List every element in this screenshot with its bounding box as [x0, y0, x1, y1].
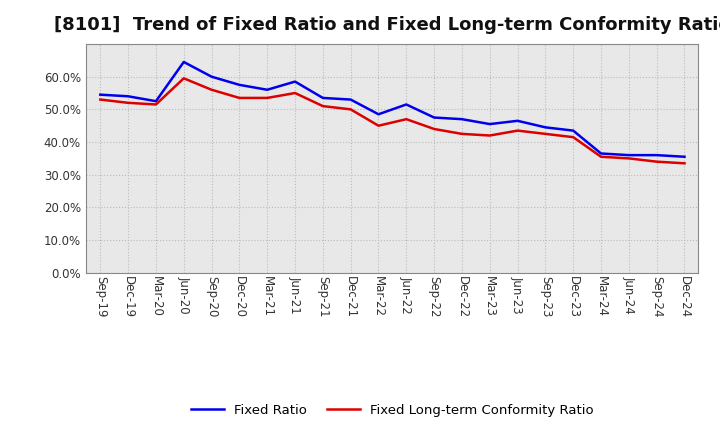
Fixed Ratio: [124, 94, 132, 99]
Fixed Ratio: [569, 128, 577, 133]
Fixed Long-term Conformity Ratio: [485, 133, 494, 138]
Fixed Ratio: [458, 117, 467, 122]
Fixed Ratio: [318, 95, 327, 101]
Fixed Long-term Conformity Ratio: [458, 131, 467, 136]
Fixed Long-term Conformity Ratio: [291, 90, 300, 95]
Legend: Fixed Ratio, Fixed Long-term Conformity Ratio: Fixed Ratio, Fixed Long-term Conformity …: [186, 398, 599, 422]
Fixed Long-term Conformity Ratio: [124, 100, 132, 106]
Fixed Long-term Conformity Ratio: [597, 154, 606, 159]
Fixed Long-term Conformity Ratio: [152, 102, 161, 107]
Fixed Long-term Conformity Ratio: [346, 107, 355, 112]
Line: Fixed Long-term Conformity Ratio: Fixed Long-term Conformity Ratio: [100, 78, 685, 163]
Fixed Long-term Conformity Ratio: [96, 97, 104, 102]
Fixed Long-term Conformity Ratio: [235, 95, 243, 101]
Title: [8101]  Trend of Fixed Ratio and Fixed Long-term Conformity Ratio: [8101] Trend of Fixed Ratio and Fixed Lo…: [54, 16, 720, 34]
Fixed Long-term Conformity Ratio: [541, 131, 550, 136]
Fixed Ratio: [291, 79, 300, 84]
Fixed Ratio: [152, 99, 161, 104]
Fixed Long-term Conformity Ratio: [263, 95, 271, 101]
Fixed Ratio: [541, 125, 550, 130]
Fixed Long-term Conformity Ratio: [402, 117, 410, 122]
Fixed Ratio: [179, 59, 188, 65]
Fixed Long-term Conformity Ratio: [624, 156, 633, 161]
Fixed Ratio: [485, 121, 494, 127]
Fixed Ratio: [235, 82, 243, 88]
Fixed Ratio: [346, 97, 355, 102]
Fixed Ratio: [374, 112, 383, 117]
Fixed Ratio: [430, 115, 438, 120]
Fixed Ratio: [207, 74, 216, 79]
Fixed Ratio: [680, 154, 689, 159]
Fixed Long-term Conformity Ratio: [318, 103, 327, 109]
Fixed Long-term Conformity Ratio: [680, 161, 689, 166]
Fixed Long-term Conformity Ratio: [652, 159, 661, 164]
Fixed Ratio: [652, 153, 661, 158]
Fixed Ratio: [624, 153, 633, 158]
Fixed Ratio: [263, 87, 271, 92]
Fixed Ratio: [96, 92, 104, 97]
Fixed Long-term Conformity Ratio: [513, 128, 522, 133]
Fixed Long-term Conformity Ratio: [374, 123, 383, 128]
Fixed Ratio: [513, 118, 522, 124]
Line: Fixed Ratio: Fixed Ratio: [100, 62, 685, 157]
Fixed Long-term Conformity Ratio: [207, 87, 216, 92]
Fixed Long-term Conformity Ratio: [179, 76, 188, 81]
Fixed Long-term Conformity Ratio: [569, 135, 577, 140]
Fixed Ratio: [597, 151, 606, 156]
Fixed Long-term Conformity Ratio: [430, 126, 438, 132]
Fixed Ratio: [402, 102, 410, 107]
